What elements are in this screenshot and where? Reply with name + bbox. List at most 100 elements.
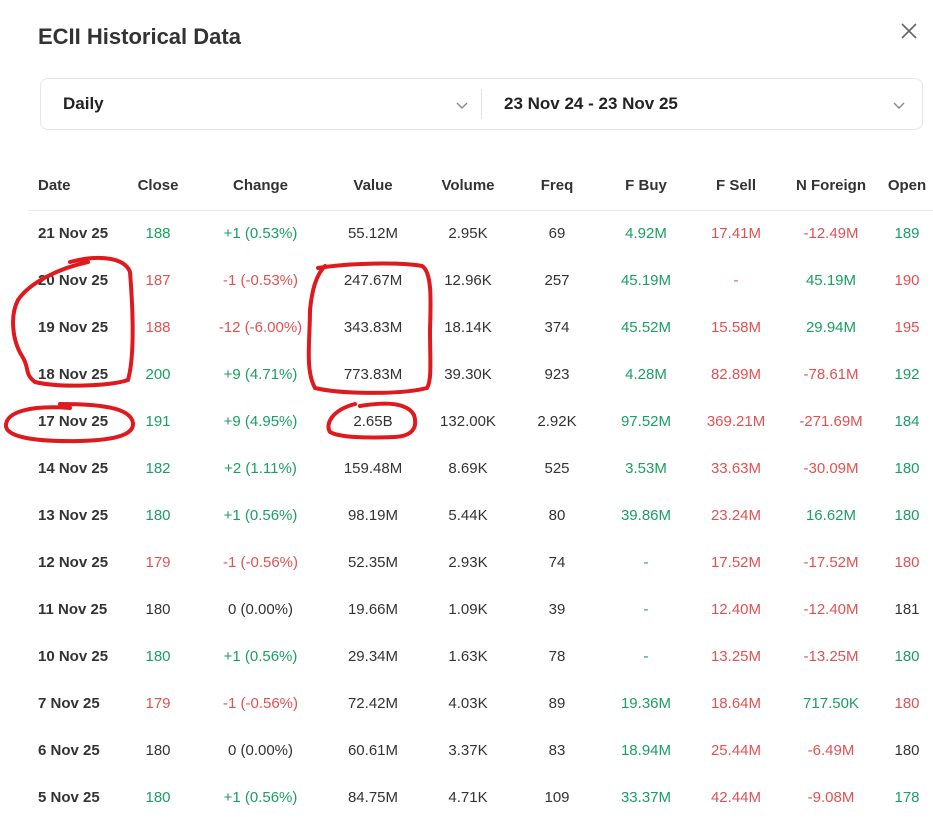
cell-date: 5 Nov 25 xyxy=(38,789,100,806)
cell-date: 13 Nov 25 xyxy=(38,507,109,524)
cell-open: 180 xyxy=(894,742,920,759)
cell-open: 180 xyxy=(894,507,920,524)
cell-n-foreign: 717.50K xyxy=(803,695,859,712)
cell-value: 60.61M xyxy=(347,742,399,759)
cell-change: 0 (0.00%) xyxy=(227,742,294,759)
cell-value: 19.66M xyxy=(347,601,399,618)
column-header-open[interactable]: Open xyxy=(881,162,933,211)
cell-close: 180 xyxy=(145,601,171,618)
column-header-value[interactable]: Value xyxy=(323,162,423,211)
cell-freq: 80 xyxy=(548,507,566,524)
cell-close: 187 xyxy=(145,272,171,289)
cell-change: +9 (4.95%) xyxy=(223,413,298,430)
cell-change: +1 (0.56%) xyxy=(223,789,298,806)
column-header-n-foreign[interactable]: N Foreign xyxy=(781,162,881,211)
cell-open: 190 xyxy=(894,272,920,289)
cell-date: 12 Nov 25 xyxy=(38,554,109,571)
cell-value: 55.12M xyxy=(347,225,399,243)
cell-change: -1 (-0.53%) xyxy=(222,272,299,289)
cell-f-sell: 18.64M xyxy=(710,695,762,712)
cell-n-foreign: -12.40M xyxy=(803,601,859,618)
column-header-freq[interactable]: Freq xyxy=(513,162,601,211)
cell-value: 29.34M xyxy=(347,648,399,665)
table-row: 17 Nov 25 191 +9 (4.95%) 2.65B 132.00K 2.92K 9… xyxy=(28,398,933,445)
cell-f-buy: 45.19M xyxy=(620,272,672,289)
cell-n-foreign: -30.09M xyxy=(803,460,859,477)
column-header-close[interactable]: Close xyxy=(118,162,198,211)
cell-n-foreign: 45.19M xyxy=(805,272,857,289)
cell-n-foreign: -271.69M xyxy=(799,413,863,430)
table-row: 14 Nov 25 182 +2 (1.11%) 159.48M 8.69K 525 3.5… xyxy=(28,445,933,492)
cell-f-buy: 4.92M xyxy=(625,225,667,243)
cell-change: -1 (-0.56%) xyxy=(222,554,299,571)
cell-change: -1 (-0.56%) xyxy=(222,695,299,712)
cell-date: 17 Nov 25 xyxy=(38,413,109,430)
cell-n-foreign: -6.49M xyxy=(807,742,855,759)
table-row: 12 Nov 25 179 -1 (-0.56%) 52.35M 2.93K 74-17.… xyxy=(28,539,933,586)
chevron-down-icon xyxy=(893,102,905,109)
cell-freq: 78 xyxy=(548,648,566,665)
cell-date: 6 Nov 25 xyxy=(38,742,100,759)
cell-f-sell: 25.44M xyxy=(710,742,762,759)
column-header-f-buy[interactable]: F Buy xyxy=(601,162,691,211)
cell-volume: 39.30K xyxy=(444,366,492,383)
close-icon[interactable] xyxy=(898,20,920,42)
table-row: 20 Nov 25 187 -1 (-0.53%) 247.67M 12.96K 257 4… xyxy=(28,257,933,304)
cell-freq: 89 xyxy=(548,695,566,712)
cell-change: +1 (0.56%) xyxy=(223,648,298,665)
column-header-volume[interactable]: Volume xyxy=(423,162,513,211)
cell-volume: 1.09K xyxy=(448,601,488,618)
cell-f-sell: 12.40M xyxy=(710,601,762,618)
cell-value: 98.19M xyxy=(347,507,399,524)
cell-volume: 2.93K xyxy=(448,554,488,571)
cell-f-buy: 19.36M xyxy=(620,695,672,712)
cell-volume: 18.14K xyxy=(444,319,492,336)
date-range-dropdown[interactable]: 23 Nov 24 - 23 Nov 25 xyxy=(482,79,922,129)
cell-volume: 4.03K xyxy=(448,695,488,712)
cell-open: 189 xyxy=(894,225,920,243)
cell-f-buy: 4.28M xyxy=(625,366,667,383)
table-row: 7 Nov 25 179 -1 (-0.56%) 72.42M 4.03K 89 19.36… xyxy=(28,680,933,727)
cell-date: 11 Nov 25 xyxy=(38,601,108,618)
page-title: ECII Historical Data xyxy=(38,24,241,49)
cell-open: 184 xyxy=(894,413,920,430)
column-header-change[interactable]: Change xyxy=(198,162,323,211)
cell-freq: 2.92K xyxy=(537,413,577,430)
cell-n-foreign: -9.08M xyxy=(807,789,855,806)
period-dropdown[interactable]: Daily xyxy=(41,79,481,129)
cell-f-buy: - xyxy=(643,601,649,618)
table-row: 19 Nov 25 188 -12 (-6.00%) 343.83M 18.14K 374… xyxy=(28,304,933,351)
cell-f-sell: 369.21M xyxy=(706,413,766,430)
table-row: 21 Nov 25 188 +1 (0.53%) 55.12M 2.95K 69 4.92M… xyxy=(28,210,933,257)
cell-close: 180 xyxy=(145,507,171,524)
cell-close: 180 xyxy=(145,648,171,665)
column-header-f-sell[interactable]: F Sell xyxy=(691,162,781,211)
column-header-date[interactable]: Date xyxy=(28,162,118,211)
cell-change: 0 (0.00%) xyxy=(227,601,294,618)
filter-divider xyxy=(481,89,482,119)
cell-f-sell: 82.89M xyxy=(710,366,762,383)
cell-change: +9 (4.71%) xyxy=(223,366,298,383)
cell-close: 182 xyxy=(145,460,171,477)
cell-volume: 4.71K xyxy=(448,789,488,806)
cell-close: 179 xyxy=(145,695,171,712)
cell-date: 21 Nov 25 xyxy=(38,225,109,243)
table-header-row: Date Close Change Value Volume Freq F Bu… xyxy=(28,162,933,211)
cell-f-sell: 13.25M xyxy=(710,648,762,665)
table-body: 21 Nov 25 188 +1 (0.53%) 55.12M 2.95K 69 4.92M… xyxy=(28,210,933,820)
table-row: 18 Nov 25 200 +9 (4.71%) 773.83M 39.30K 923 4.… xyxy=(28,351,933,398)
chevron-down-icon xyxy=(456,102,468,109)
cell-freq: 525 xyxy=(544,460,570,477)
cell-close: 191 xyxy=(145,413,171,430)
cell-f-buy: - xyxy=(643,554,649,571)
cell-volume: 1.63K xyxy=(448,648,488,665)
cell-f-sell: 17.41M xyxy=(710,225,762,243)
cell-f-sell: - xyxy=(733,272,739,289)
cell-open: 195 xyxy=(894,319,920,336)
cell-volume: 5.44K xyxy=(448,507,488,524)
cell-freq: 83 xyxy=(548,742,566,759)
table-row: 13 Nov 25 180 +1 (0.56%) 98.19M 5.44K 80 39.86… xyxy=(28,492,933,539)
cell-f-sell: 33.63M xyxy=(710,460,762,477)
cell-freq: 74 xyxy=(548,554,566,571)
filter-bar: Daily 23 Nov 24 - 23 Nov 25 xyxy=(40,78,923,130)
